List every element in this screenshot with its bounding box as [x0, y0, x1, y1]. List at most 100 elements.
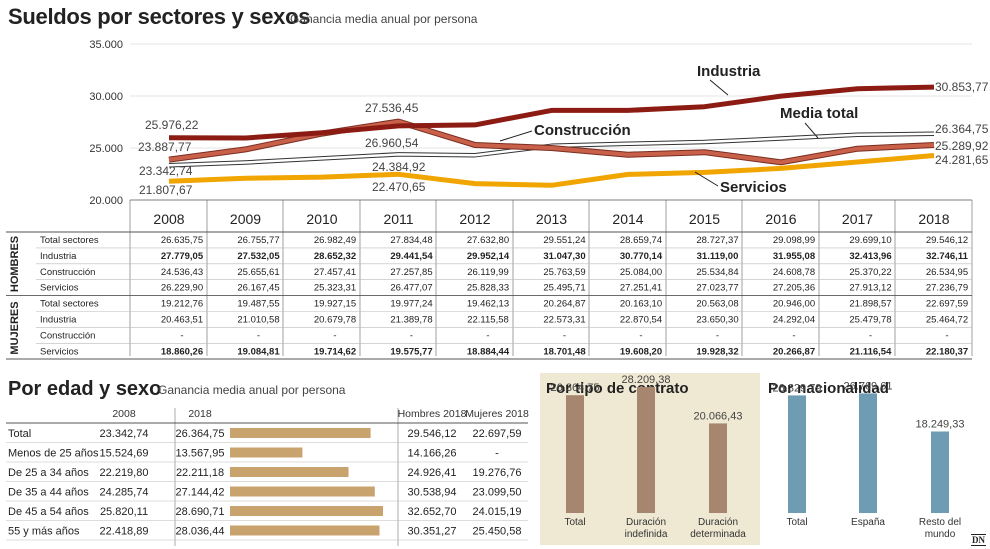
nationality-value-label: 18.249,33 — [916, 418, 965, 430]
age-cell-hombres: 14.166,26 — [408, 448, 457, 460]
table-row-label: Total sectores — [40, 299, 99, 310]
table-cell: 31.119,00 — [697, 251, 739, 262]
age-row-label: De 35 a 44 años — [8, 487, 89, 499]
series-label: Industria — [697, 63, 761, 80]
table-cell: 23.650,30 — [696, 315, 738, 326]
table-cell: 27.236,79 — [926, 283, 968, 294]
table-cell: 26.477,07 — [390, 283, 432, 294]
value-annotation: 21.807,67 — [139, 183, 193, 197]
table-cell: 27.834,48 — [390, 235, 432, 246]
x-tick-label: 2009 — [230, 211, 261, 227]
table-cell: 27.779,05 — [161, 251, 204, 262]
nationality-category-label: Total — [786, 517, 807, 528]
age-cell-2008: 23.342,74 — [100, 428, 149, 440]
table-cell: 20.463,51 — [161, 315, 203, 326]
age-row-label: Total — [8, 428, 31, 440]
series-leader-line — [499, 130, 533, 142]
age-cell-2018: 28.690,71 — [176, 506, 225, 518]
table-cell: - — [333, 330, 336, 341]
value-annotation: 25.289,92 — [935, 139, 989, 153]
table-cell: 19.084,81 — [237, 346, 280, 357]
age-cell-2018: 28.036,44 — [176, 526, 225, 538]
age-cell-hombres: 29.546,12 — [408, 428, 457, 440]
table-cell: 19.575,77 — [390, 346, 432, 357]
x-tick-label: 2012 — [459, 211, 490, 227]
table-cell: 27.457,41 — [314, 267, 356, 278]
table-cell: 25.828,33 — [467, 283, 509, 294]
contract-bar — [637, 387, 655, 513]
table-cell: 24.536,43 — [161, 267, 203, 278]
age-column-header: 2018 — [188, 408, 212, 420]
series-label: Media total — [780, 105, 858, 122]
table-cell: 29.699,10 — [849, 235, 891, 246]
table-cell: 25.763,59 — [543, 267, 585, 278]
y-tick-label: 20.000 — [89, 195, 123, 207]
table-cell: 19.928,32 — [696, 346, 738, 357]
table-cell: 27.913,12 — [849, 283, 891, 294]
value-annotation: 26.960,54 — [365, 136, 419, 150]
table-cell: 26.229,90 — [161, 283, 203, 294]
x-tick-label: 2014 — [612, 211, 643, 227]
table-cell: 32.413,96 — [849, 251, 891, 262]
age-cell-2018: 22.211,18 — [176, 467, 224, 479]
table-cell: 31.955,08 — [773, 251, 815, 262]
contract-chart: Por tipo de contrato26.364,75Total28.209… — [546, 374, 746, 540]
table-cell: 20.163,10 — [620, 299, 662, 310]
table-cell: 19.977,24 — [390, 299, 432, 310]
x-tick-label: 2018 — [918, 211, 949, 227]
nationality-bar — [859, 393, 877, 513]
contract-value-label: 26.364,75 — [551, 382, 600, 394]
section-subtitle-edad: Ganancia media anual por persona — [158, 383, 346, 397]
table-cell: 30.770,14 — [620, 251, 663, 262]
x-tick-label: 2016 — [765, 211, 796, 227]
table-cell: 25.323,31 — [314, 283, 356, 294]
x-tick-label: 2008 — [153, 211, 184, 227]
value-annotation: 24.384,92 — [372, 160, 426, 174]
value-annotation: 30.853,77 — [935, 80, 989, 94]
table-row-label: Servicios — [40, 283, 79, 294]
page-title: Sueldos por sectores y sexos — [8, 4, 311, 29]
table-cell: 19.487,55 — [237, 299, 279, 310]
table-cell: 20.946,00 — [773, 299, 815, 310]
age-cell-mujeres: 24.015,19 — [473, 506, 522, 518]
table-cell: 25.370,22 — [849, 267, 891, 278]
table-row-label: Total sectores — [40, 235, 99, 246]
line-chart: 20.000 25.000 30.000 35.000 2008 2009 2010 2011… — [6, 39, 989, 360]
age-cell-2008: 25.820,11 — [100, 506, 148, 518]
table-cell: 21.898,57 — [849, 299, 891, 310]
table-cell: - — [945, 330, 948, 341]
credit-logo: DN — [971, 534, 986, 546]
table-cell: - — [869, 330, 872, 341]
nationality-value-label: 26.769,61 — [844, 380, 893, 392]
age-cell-hombres: 30.351,27 — [408, 526, 457, 538]
table-cell: 26.167,45 — [237, 283, 279, 294]
age-cell-mujeres: 19.276,76 — [473, 467, 522, 479]
age-cell-2008: 24.285,74 — [100, 487, 149, 499]
series-line-servicios — [168, 153, 935, 188]
table-cell: 25.464,72 — [926, 315, 968, 326]
table-cell: 25.534,84 — [696, 267, 738, 278]
table-cell: 29.551,24 — [543, 235, 585, 246]
table-cell: 19.212,76 — [161, 299, 203, 310]
table-cell: 22.115,58 — [467, 315, 509, 326]
table-cell: 19.927,15 — [314, 299, 356, 310]
table-cell: 29.952,14 — [467, 251, 510, 262]
table-cell: 27.257,85 — [390, 267, 432, 278]
table-cell: 22.573,31 — [543, 315, 585, 326]
table-cell: 26.635,75 — [161, 235, 203, 246]
contract-category-label: Total — [564, 517, 585, 528]
value-annotation: 23.887,77 — [138, 140, 192, 154]
age-bar — [230, 467, 349, 477]
x-tick-label: 2010 — [306, 211, 337, 227]
age-cell-mujeres: 22.697,59 — [473, 428, 522, 440]
value-annotation: 27.536,45 — [365, 101, 419, 115]
age-column-header: Mujeres 2018 — [465, 408, 529, 420]
x-tick-label: 2015 — [689, 211, 720, 227]
table-cell: 21.389,78 — [390, 315, 432, 326]
table-cell: 32.746,11 — [926, 251, 968, 262]
age-bar — [230, 525, 380, 536]
section-title-edad: Por edad y sexo — [8, 378, 161, 400]
group-label-mujeres: MUJERES — [9, 301, 21, 354]
table-cell: - — [410, 330, 413, 341]
